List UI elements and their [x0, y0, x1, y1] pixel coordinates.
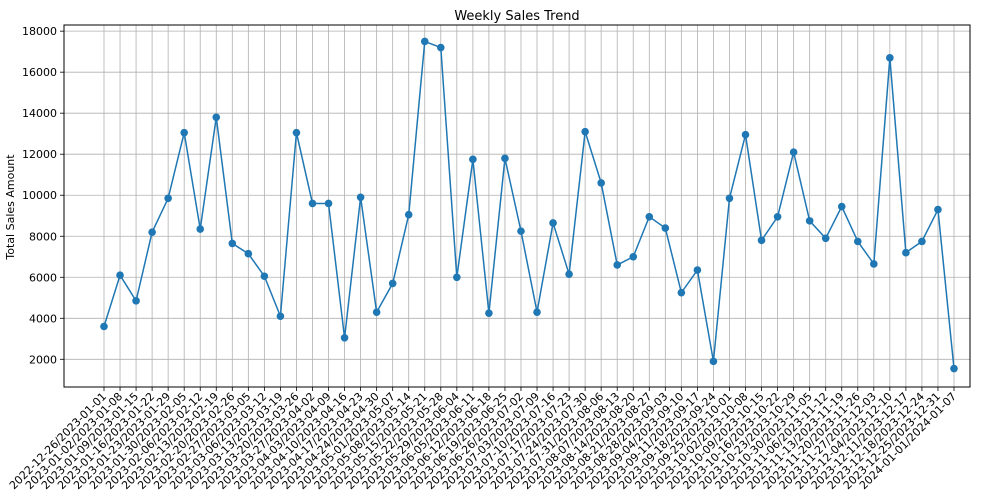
plot-frame: [63, 24, 971, 388]
data-point: [292, 128, 301, 137]
data-point: [485, 309, 493, 317]
data-point: [388, 279, 397, 288]
data-point: [950, 364, 958, 373]
series-line-group: [103, 40, 955, 369]
data-point: [372, 308, 381, 316]
data-point: [565, 270, 573, 278]
data-point: [100, 322, 108, 331]
y-tick-label: 12000: [22, 148, 57, 161]
data-point: [837, 202, 846, 211]
data-point: [805, 217, 814, 225]
data-point: [549, 219, 557, 227]
y-tick-label: 18000: [22, 25, 57, 38]
data-point: [180, 128, 188, 137]
data-point: [597, 179, 605, 187]
data-point: [853, 237, 862, 246]
chart-title: Weekly Sales Trend: [454, 9, 579, 24]
data-point: [773, 212, 782, 221]
data-point: [340, 333, 349, 342]
data-point: [725, 194, 734, 203]
data-point: [629, 252, 638, 261]
data-point: [469, 155, 477, 164]
data-point: [453, 273, 461, 282]
data-point: [886, 54, 894, 62]
data-point: [870, 260, 878, 268]
data-point: [212, 113, 221, 122]
data-point: [613, 261, 622, 269]
x-ticks: 2022-12-26/2023-01-012023-01-02/2023-01-…: [7, 387, 959, 492]
data-point: [645, 212, 654, 221]
data-point: [693, 266, 702, 274]
y-tick-label: 6000: [29, 271, 57, 284]
data-point: [709, 357, 718, 366]
data-point: [677, 288, 686, 297]
data-point: [436, 43, 445, 52]
data-point: [821, 234, 830, 243]
data-point: [196, 225, 205, 233]
y-ticks: 2000 4000 6000 8000 10000 12000 14000 16000 1800…: [22, 25, 64, 366]
data-point: [164, 194, 172, 203]
data-point: [918, 237, 926, 246]
y-tick-label: 8000: [29, 230, 57, 243]
data-point: [934, 205, 942, 214]
data-point: [324, 199, 333, 208]
data-point: [661, 224, 670, 232]
grid: [64, 25, 970, 387]
y-tick-label: 14000: [22, 107, 57, 120]
data-point: [404, 210, 413, 219]
y-tick-label: 4000: [29, 312, 57, 325]
series-line: [103, 40, 955, 369]
data-point: [420, 37, 429, 46]
data-point: [902, 248, 910, 257]
y-axis-label: Total Sales Amount: [4, 154, 17, 261]
data-point: [308, 199, 317, 208]
data-point: [276, 312, 285, 321]
data-point: [116, 271, 124, 280]
data-point: [789, 148, 798, 156]
data-point: [132, 297, 140, 305]
data-point: [581, 127, 589, 136]
data-point: [260, 272, 269, 281]
data-point: [757, 236, 766, 245]
data-point: [244, 249, 253, 258]
data-point: [517, 227, 525, 235]
data-point: [228, 239, 237, 248]
series-markers: [100, 37, 958, 373]
data-point: [356, 193, 365, 202]
data-point: [741, 130, 750, 139]
data-point: [501, 154, 509, 163]
y-tick-label: 10000: [22, 189, 57, 202]
data-point: [148, 228, 156, 236]
data-point: [533, 308, 541, 316]
y-tick-label: 16000: [22, 66, 57, 79]
y-tick-label: 2000: [29, 353, 57, 366]
